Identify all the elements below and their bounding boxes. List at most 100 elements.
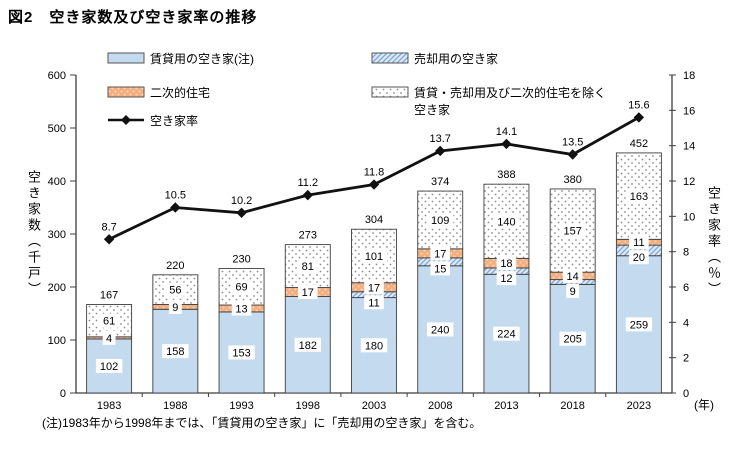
line-point-marker [170,202,181,213]
legend-label-secondary: 二次的住宅 [150,85,210,100]
segment-label: 12 [500,273,512,285]
year-label: 1988 [163,400,187,412]
year-label: 1983 [97,400,121,412]
footnote: (注)1983年から1998年までは、「賃貸用の空き家」に「売却用の空き家」を含… [42,416,482,430]
right-tick-label: 12 [683,176,695,188]
segment-label-bg [493,214,520,229]
segment-label: 157 [563,226,581,238]
segment-label: 11 [633,237,644,249]
legend-label-other: 賃貸・売却用及び二次的住宅を除く [414,85,606,100]
segment-label: 15 [434,263,446,275]
segment-label-bg [364,280,384,295]
segment-label-bg [95,358,123,373]
bar-total-label: 452 [630,138,648,150]
line-point-marker [368,179,380,190]
x-axis-unit-label: (年) [694,398,714,412]
left-tick-label: 100 [48,335,66,347]
legend-label-other: 空き家 [414,102,450,117]
line-point-marker [435,145,446,157]
figure-title: 図2 空き家数及び空き家率の推移 [8,9,258,26]
segment-label-bg [360,248,388,263]
segment-label-bg [360,338,388,353]
segment-label-bg [559,223,586,238]
segment-label: 109 [431,215,449,227]
line-point-label: 10.2 [231,195,252,207]
left-tick-label: 200 [48,282,66,294]
line-point-marker [633,112,645,123]
segment-label-bg [228,345,255,360]
segment-label: 240 [431,324,449,336]
rate-line-layer: 8.7 10.5 10.2 11.2 11.8 13.7 14.1 13.5 15.6 [101,99,650,245]
segment-label: 259 [630,319,648,331]
segment-label-bg [493,326,520,341]
line-point-marker [567,149,578,160]
segment-label-bg [165,282,186,297]
left-tick-label: 400 [48,176,66,188]
line-point-label: 15.6 [628,99,649,111]
left-tick-label: 600 [48,70,66,82]
line-point-label: 8.7 [101,221,116,233]
segment-label-bg [430,246,451,261]
year-label: 2018 [560,400,584,412]
line-point-marker [302,189,313,201]
segment-label: 56 [169,285,181,297]
right-tick-label: 16 [683,105,695,117]
segment-label-bg [625,189,653,204]
left-axis-title: 空き家数（千戸） [26,170,41,298]
segment-label: 4 [106,333,112,345]
segment-label: 158 [166,346,184,358]
legend-swatch-other [371,86,409,98]
legend-diamond-icon [121,115,131,125]
segment-label: 81 [302,261,314,273]
segment-label-bg [496,271,517,286]
segment-label: 17 [368,282,380,294]
segment-label-bg [162,344,189,359]
segment-label-bg [99,313,119,328]
right-tick-label: 4 [683,317,689,329]
line-point-label: 11.2 [297,177,318,189]
legend-swatch-rental [107,52,145,64]
right-tick-label: 10 [683,211,695,223]
segment-label: 224 [497,329,515,341]
segment-label: 13 [235,303,247,315]
line-point-label: 13.5 [562,137,583,149]
line-point-marker [236,207,247,218]
legend-item-secondary: 二次的住宅 [107,85,210,100]
segment-label: 18 [500,258,512,270]
bar-total-label: 304 [365,214,383,226]
bar-total-label: 167 [100,289,118,301]
segment-label: 14 [567,271,579,283]
value-labels-layer: 102 61 4 167 158 56 9 220 153 69 13 230 182 81 17 273 18… [95,138,653,373]
legend-label-rental: 賃貸用の空き家(注) [150,51,254,66]
segment-label-bg [566,283,580,298]
right-axis-title: 空き家率（％） [706,186,721,298]
year-label: 1998 [296,400,320,412]
segment-label: 180 [365,340,383,352]
legend-swatch-sale [371,52,409,64]
year-label: 2003 [362,400,386,412]
year-label: 2008 [428,400,452,412]
bar-total-label: 273 [299,230,317,242]
segment-label-bg [562,268,583,283]
segment-label-bg [625,317,653,332]
axes-layer: 0 100 200 300 400 500 600 0 2 4 6 8 10 12 14 16 18 1983 19… [48,70,696,412]
bar-total-label: 374 [431,176,449,188]
bar-total-label: 388 [497,169,515,181]
segment-label: 61 [103,316,115,328]
segment-label-bg [297,259,318,274]
right-tick-label: 18 [683,70,695,82]
segment-label-bg [427,212,454,227]
line-point-label: 13.7 [430,133,451,145]
segment-label: 9 [172,302,178,314]
bar-segment-rental-2003 [351,297,397,394]
bar-total-label: 230 [232,253,250,265]
segment-label: 69 [235,282,247,294]
legend-item-rental: 賃貸用の空き家(注) [107,51,254,66]
legend-swatch-secondary [107,86,145,98]
year-label: 2023 [627,400,651,412]
left-tick-label: 0 [60,388,66,400]
segment-label: 140 [497,216,515,228]
segment-label: 17 [302,287,314,299]
